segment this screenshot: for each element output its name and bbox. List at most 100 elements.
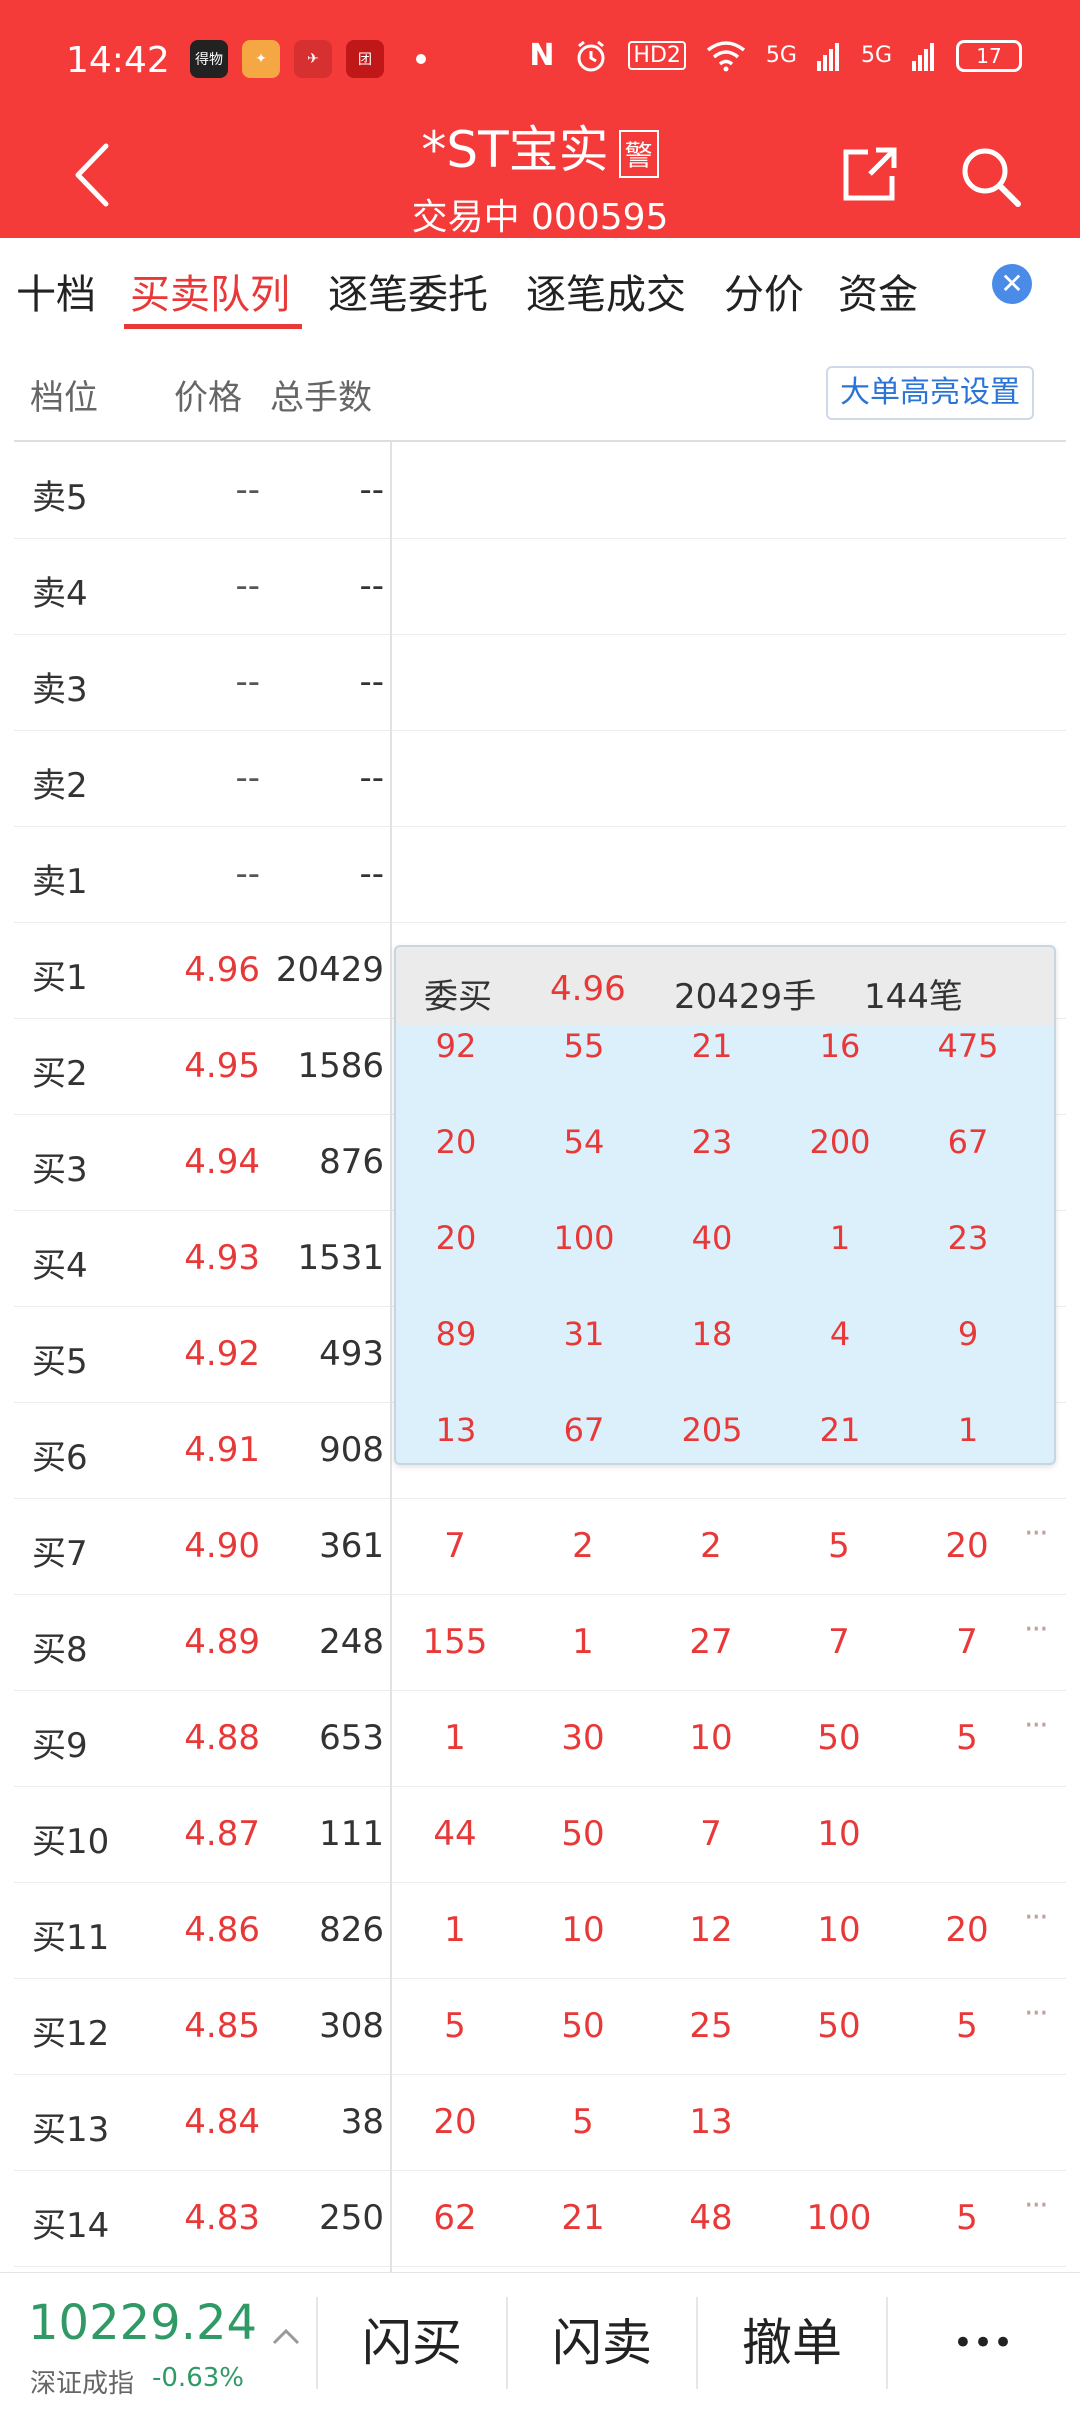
flash-buy-button[interactable]: 闪买 — [362, 2314, 462, 2372]
total-volume: -- — [359, 758, 384, 798]
queue-order: 20 — [433, 2102, 477, 2142]
queue-order: 50 — [817, 1718, 861, 1758]
popup-order-cell: 16 — [819, 1027, 861, 1065]
table-row[interactable]: 买1 4.96 20429 — [14, 922, 1066, 1019]
queue-order: 20 — [945, 1526, 989, 1566]
total-volume: 1586 — [297, 1046, 384, 1086]
queue-order: 48 — [689, 2198, 733, 2238]
popup-order-cell: 23 — [691, 1123, 733, 1161]
table-row[interactable]: 买13 4.84 38 20 5 13 — [14, 2074, 1066, 2171]
price-value: 4.84 — [184, 2102, 260, 2142]
tab-price-distribution[interactable]: 分价 — [724, 272, 804, 318]
table-row[interactable]: 卖3 -- -- — [14, 634, 1066, 731]
more-dots-icon[interactable]: ··· — [1024, 1612, 1049, 1647]
bottom-bar: 10229.24 深证成指 -0.63% 闪买 闪卖 撤单 ••• — [0, 2272, 1080, 2413]
table-row[interactable]: 买9 4.88 653 1 30 10 50 5 ··· — [14, 1690, 1066, 1787]
table-row[interactable]: 卖4 -- -- — [14, 538, 1066, 635]
level-label: 买3 — [32, 1150, 88, 1190]
queue-order: 1 — [572, 1622, 594, 1662]
more-dots-icon[interactable]: ··· — [1024, 1708, 1049, 1743]
share-icon[interactable] — [840, 144, 900, 204]
signal-bars-icon-1 — [816, 42, 839, 71]
price-value: -- — [235, 854, 260, 894]
price-value: 4.87 — [184, 1814, 260, 1854]
queue-order: 2 — [700, 1526, 722, 1566]
notification-icons: 得物 ✦ ✈ 团 — [190, 40, 426, 78]
tab-fund-flow[interactable]: 资金 — [838, 272, 918, 318]
warning-badge: 警 — [618, 129, 659, 178]
price-value: 4.93 — [184, 1238, 260, 1278]
popup-order-cell: 18 — [691, 1315, 733, 1353]
popup-label: 委买 — [424, 977, 492, 1017]
dewu-app-icon: 得物 — [190, 40, 228, 78]
back-arrow-icon[interactable] — [68, 140, 118, 210]
queue-order: 10 — [689, 1718, 733, 1758]
chevron-up-icon[interactable] — [268, 2319, 304, 2355]
price-value: -- — [235, 662, 260, 702]
queue-order: 12 — [689, 1910, 733, 1950]
price-value: 4.91 — [184, 1430, 260, 1470]
flash-sell-button[interactable]: 闪卖 — [552, 2314, 652, 2372]
total-volume: 20429 — [275, 950, 384, 990]
queue-order: 20 — [945, 1910, 989, 1950]
price-value: 4.92 — [184, 1334, 260, 1374]
more-button[interactable]: ••• — [952, 2323, 1014, 2363]
tab-tick-orders[interactable]: 逐笔委托 — [328, 272, 488, 318]
queue-order: 2 — [572, 1526, 594, 1566]
table-row[interactable]: 买11 4.86 826 1 10 12 10 20 ··· — [14, 1882, 1066, 1979]
table-row[interactable]: 买6 4.91 908 — [14, 1402, 1066, 1499]
hd-voice-icon: HD2 — [628, 41, 686, 70]
table-row[interactable]: 卖2 -- -- — [14, 730, 1066, 827]
popup-order-cell: 40 — [691, 1219, 733, 1257]
more-notifications-icon — [416, 54, 426, 64]
table-row[interactable]: 买8 4.89 248 155 1 27 7 7 ··· — [14, 1594, 1066, 1691]
price-value: 4.90 — [184, 1526, 260, 1566]
table-row[interactable]: 卖5 -- -- — [14, 442, 1066, 539]
queue-order: 27 — [689, 1622, 733, 1662]
level-label: 买11 — [32, 1918, 110, 1958]
level-label: 卖5 — [32, 478, 88, 518]
battery-icon: 17 — [956, 39, 1022, 72]
queue-order: 5 — [956, 2006, 978, 2046]
level-label: 买5 — [32, 1342, 88, 1382]
search-icon[interactable] — [958, 144, 1024, 210]
level-label: 买8 — [32, 1630, 88, 1670]
level-label: 买10 — [32, 1822, 110, 1862]
table-row[interactable]: 卖1 -- -- — [14, 826, 1066, 923]
index-value[interactable]: 10229.24 — [28, 2295, 258, 2351]
tab-tick-trades[interactable]: 逐笔成交 — [526, 272, 686, 318]
table-row[interactable]: 买10 4.87 111 44 50 7 10 — [14, 1786, 1066, 1883]
table-row[interactable]: 买14 4.83 250 62 21 48 100 5 ··· — [14, 2170, 1066, 2267]
table-row[interactable]: 买12 4.85 308 5 50 25 50 5 ··· — [14, 1978, 1066, 2075]
more-dots-icon[interactable]: ··· — [1024, 2188, 1049, 2223]
popup-order-cell: 21 — [691, 1027, 733, 1065]
column-header-level: 档位 — [30, 378, 98, 418]
total-volume: 38 — [340, 2102, 384, 2142]
more-dots-icon[interactable]: ··· — [1024, 1996, 1049, 2031]
tab-bar: 十档 买卖队列 逐笔委托 逐笔成交 分价 资金 ✕ — [0, 238, 1080, 338]
bottom-divider — [886, 2297, 888, 2389]
popup-header: 委买 4.96 20429手 144笔 — [396, 947, 1054, 1025]
cancel-order-button[interactable]: 撤单 — [742, 2314, 842, 2372]
big-order-highlight-settings-button[interactable]: 大单高亮设置 — [826, 366, 1034, 420]
total-volume: -- — [359, 470, 384, 510]
queue-order: 5 — [572, 2102, 594, 2142]
table-row[interactable]: 买7 4.90 361 7 2 2 5 20 ··· — [14, 1498, 1066, 1595]
app-header: 14:42 得物 ✦ ✈ 团 N HD2 5G 5G 17 *ST宝实警 交易中… — [0, 0, 1080, 238]
tab-order-queue[interactable]: 买卖队列 — [130, 272, 290, 318]
more-dots-icon[interactable]: ··· — [1024, 1900, 1049, 1935]
popup-order-cell: 20 — [435, 1219, 477, 1257]
queue-order: 1 — [444, 1718, 466, 1758]
total-volume: 248 — [319, 1622, 384, 1662]
tab-ten-levels[interactable]: 十档 — [16, 272, 96, 318]
popup-order-cell: 89 — [435, 1315, 477, 1353]
queue-order: 7 — [444, 1526, 466, 1566]
price-value: 4.95 — [184, 1046, 260, 1086]
group-app-icon: 团 — [346, 40, 384, 78]
close-icon[interactable]: ✕ — [992, 264, 1032, 304]
buy1-queue-popup[interactable]: 委买 4.96 20429手 144笔 92 55 21 16 475 20 54 23 200… — [394, 945, 1056, 1465]
total-volume: -- — [359, 854, 384, 894]
price-value: -- — [235, 758, 260, 798]
bottom-divider — [696, 2297, 698, 2389]
more-dots-icon[interactable]: ··· — [1024, 1516, 1049, 1551]
